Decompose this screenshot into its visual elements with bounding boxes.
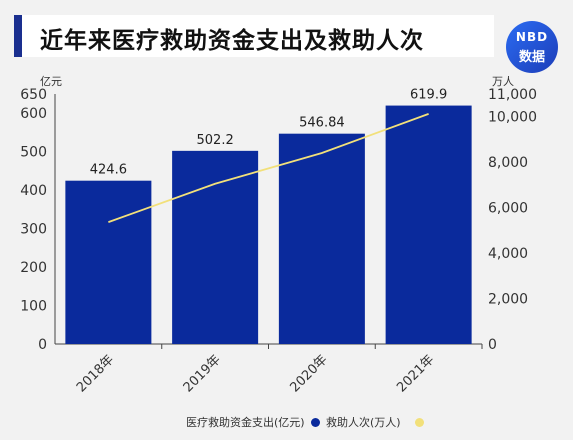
data-label: 546.84: [299, 116, 345, 131]
left-tick-label: 600: [20, 106, 47, 122]
bar: [385, 105, 472, 344]
bar: [172, 150, 259, 344]
left-axis-unit: 亿元: [40, 75, 62, 88]
logo-text-top: NBD: [515, 30, 549, 44]
logo-text-bottom: 数据: [518, 50, 545, 65]
x-tick-label: 2021年: [394, 352, 437, 395]
title-bar: [14, 15, 494, 57]
line-series: [108, 113, 429, 224]
bar: [278, 133, 365, 344]
right-tick-label: 0: [488, 337, 497, 353]
bar: [65, 180, 152, 344]
legend-line-swatch: [415, 418, 424, 427]
left-tick-label: 500: [20, 145, 47, 161]
right-tick-label: 4,000: [488, 246, 528, 262]
x-tick-label: 2019年: [181, 352, 224, 395]
x-tick-label: 2020年: [288, 352, 331, 395]
title-accent: [14, 15, 22, 57]
data-label: 424.6: [90, 163, 127, 178]
x-tick-label: 2018年: [74, 352, 117, 395]
left-tick-label: 200: [20, 260, 47, 276]
right-tick-label: 10,000: [488, 110, 537, 126]
right-tick-label: 11,000: [488, 87, 537, 103]
chart-title: 近年来医疗救助资金支出及救助人次: [40, 28, 424, 54]
nbd-logo: NBD 数据: [506, 21, 558, 73]
right-tick-label: 2,000: [488, 292, 528, 308]
right-tick-label: 6,000: [488, 201, 528, 217]
left-tick-label: 400: [20, 183, 47, 199]
left-tick-label: 100: [20, 299, 47, 315]
legend-bar-label: 医疗救助资金支出(亿元): [186, 416, 305, 429]
right-axis-unit: 万人: [492, 75, 514, 88]
left-tick-label: 650: [20, 87, 47, 103]
data-label: 619.9: [410, 88, 447, 103]
legend-bar-swatch: [311, 418, 320, 427]
legend-line-label: 救助人次(万人): [326, 416, 401, 429]
left-tick-label: 0: [38, 337, 47, 353]
right-tick-label: 8,000: [488, 155, 528, 171]
left-tick-label: 300: [20, 222, 47, 238]
data-label: 502.2: [197, 133, 234, 148]
